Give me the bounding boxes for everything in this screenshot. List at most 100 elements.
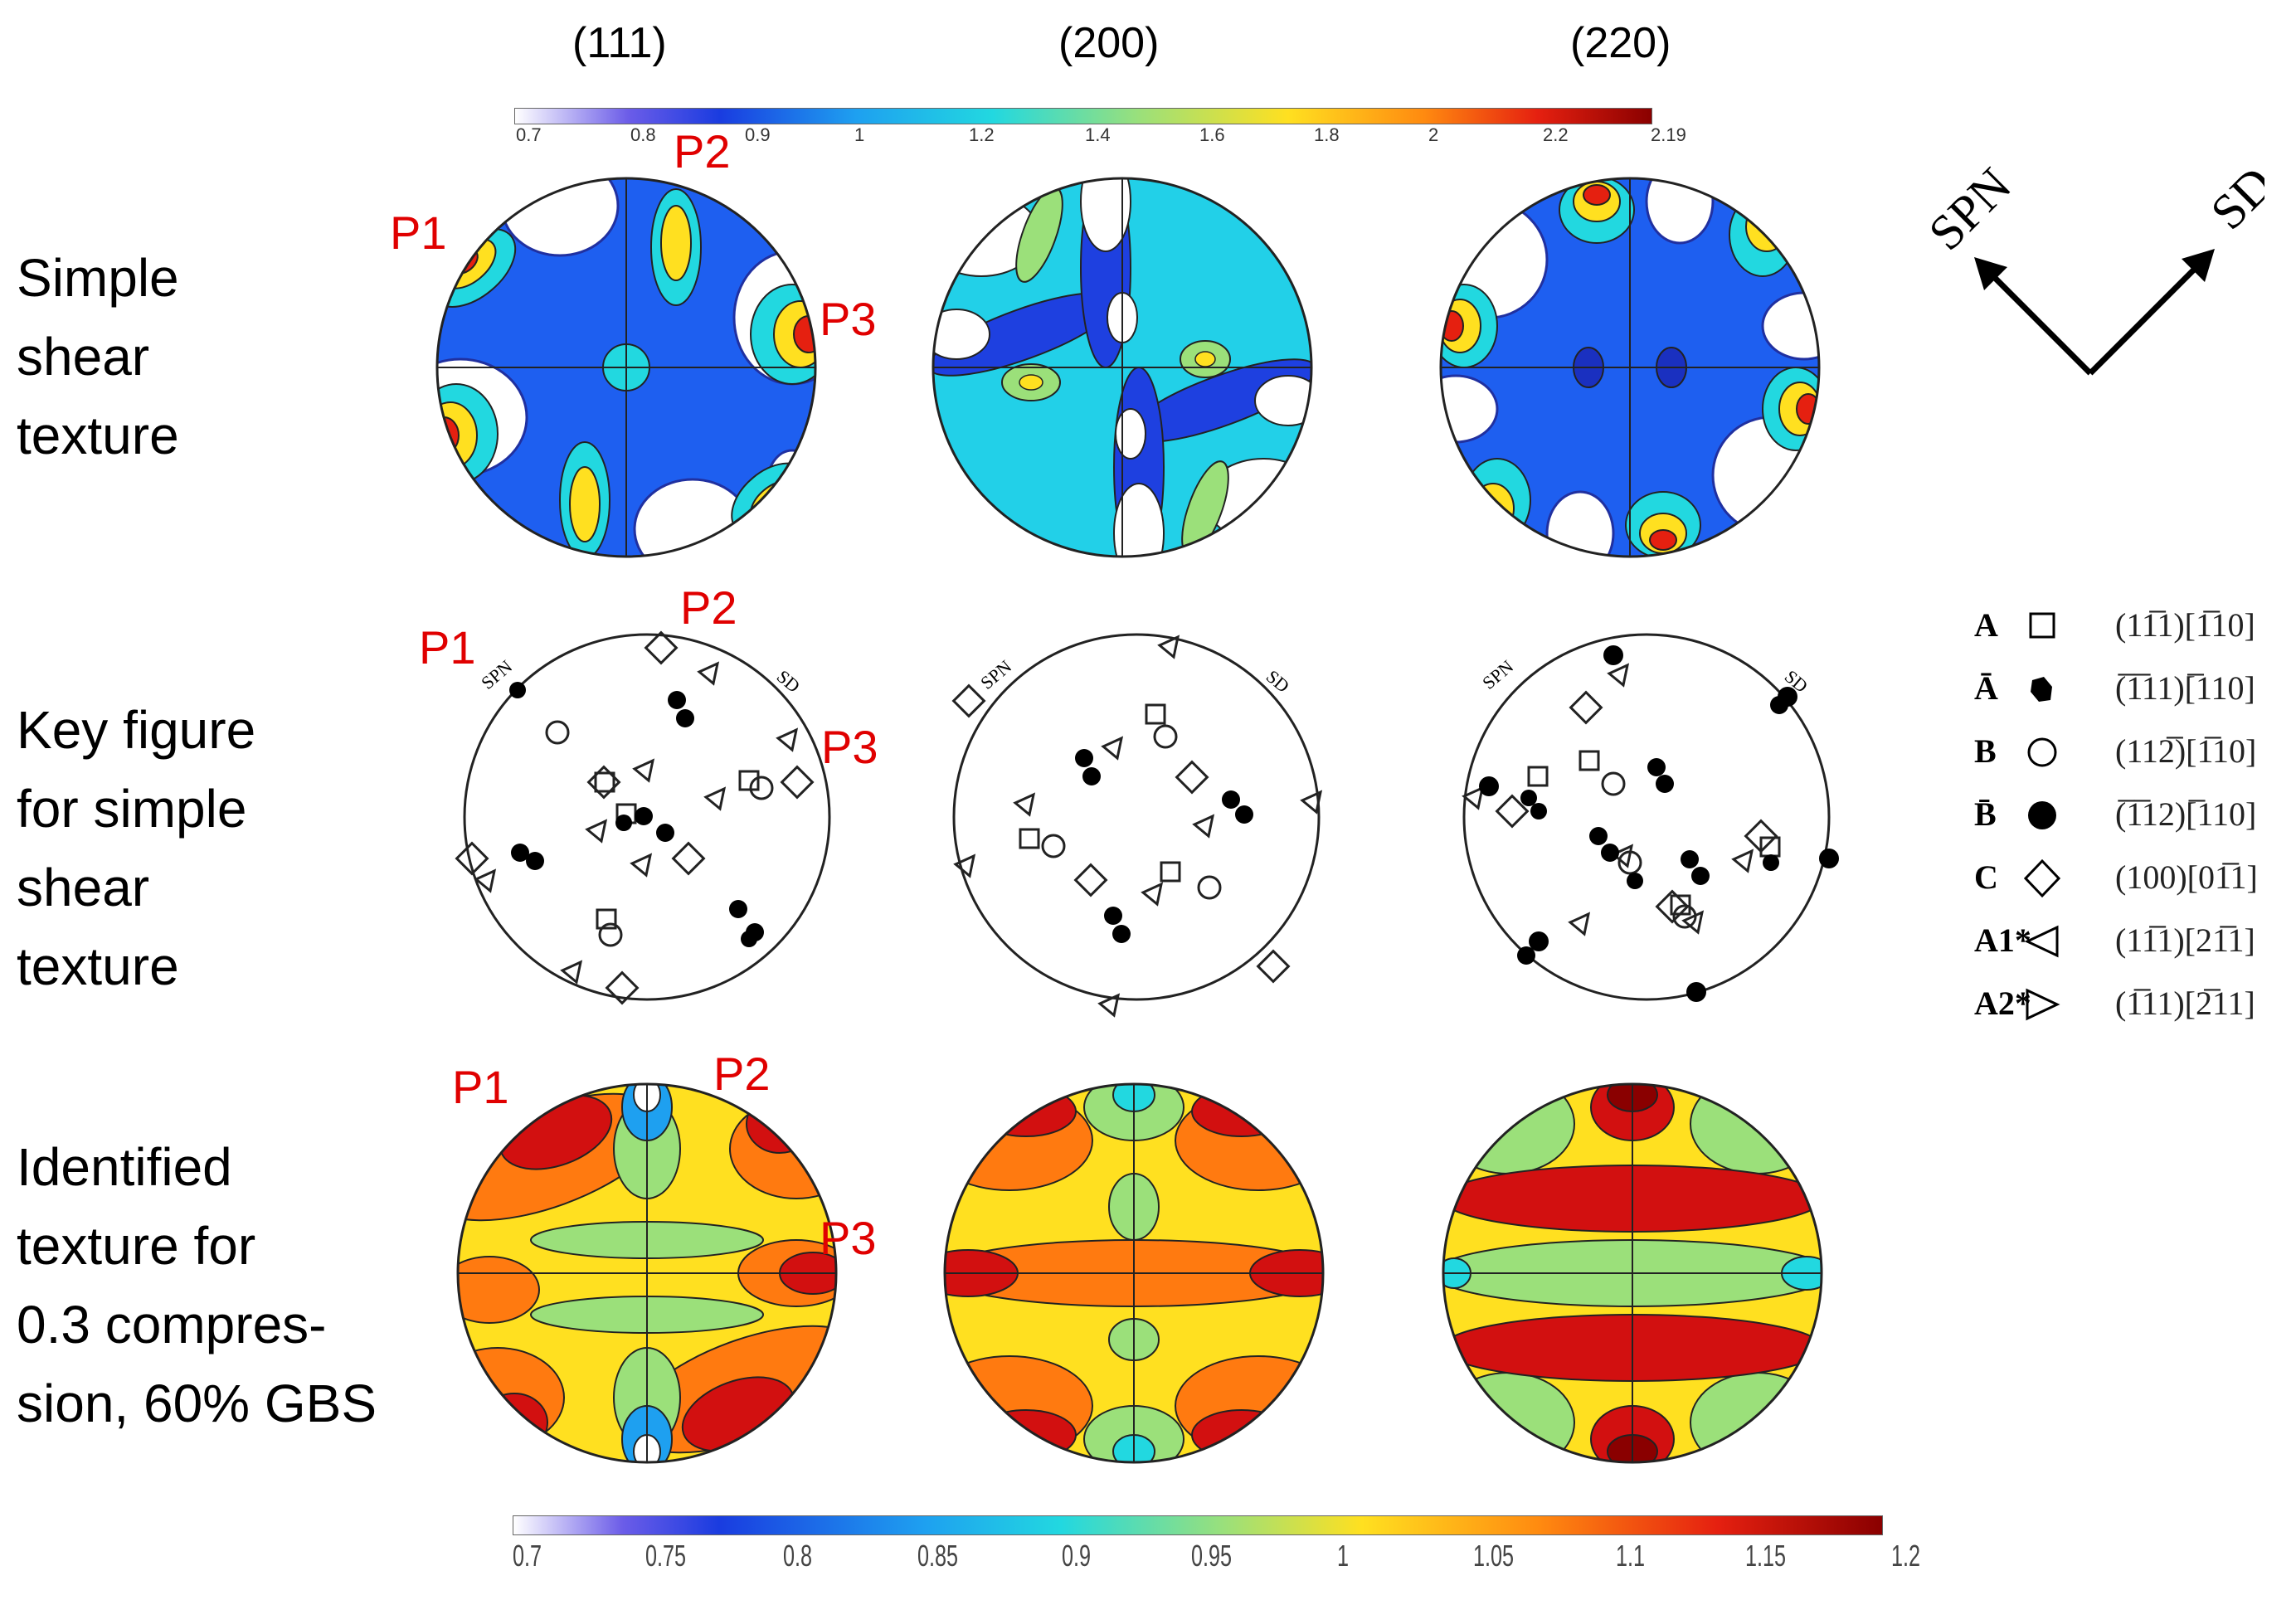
bottom-tick: 0.9 <box>1062 1539 1092 1573</box>
peak-label-p3: P3 <box>820 1212 877 1264</box>
pole-figure-220-shear <box>1439 177 1821 558</box>
key-spn-label: SPN <box>1478 656 1517 693</box>
row-label-line: shear <box>17 858 150 917</box>
square-open-icon <box>2029 612 2055 639</box>
bottom-tick: 0.95 <box>1191 1539 1233 1573</box>
bottom-tick: 1.05 <box>1473 1539 1515 1573</box>
legend-item: Ā (̅1̅11)[̅110] <box>1974 669 2289 718</box>
top-tick: 2 <box>1428 124 1439 145</box>
key-figure-200: SPN SD <box>951 633 1323 1018</box>
top-tick: 0.9 <box>745 124 771 145</box>
top-tick: 1 <box>854 124 865 145</box>
row-label-line: shear <box>17 327 150 387</box>
bottom-tick: 0.75 <box>645 1539 687 1573</box>
row-label-line: Key figure <box>17 700 256 760</box>
row-label-line: texture <box>17 406 179 465</box>
circle-filled-icon <box>2028 801 2056 829</box>
row-label-line: Simple <box>17 248 179 308</box>
bottom-colorbar-ticks: 0.7 0.75 0.8 0.85 0.9 0.95 1 1.05 1.1 1.… <box>513 1539 1923 1580</box>
row-label-line: for simple <box>17 779 247 839</box>
triangle-left-icon <box>2024 925 2059 958</box>
row-label-key-figure: Key figure for simple shear texture <box>17 691 255 1006</box>
bottom-tick: 0.7 <box>513 1539 542 1573</box>
legend-item: A1* (11̅1)[21̅1] <box>1974 921 2289 970</box>
key-figure-111: SPN SD <box>455 630 831 1005</box>
top-tick: 1.2 <box>969 124 995 145</box>
legend-key: A2* <box>1974 985 2031 1022</box>
legend-key: A <box>1974 606 1998 644</box>
axes-diagram: SPN SD <box>1919 166 2264 376</box>
legend-miller: (11̅1)[1̅10] <box>2115 606 2255 644</box>
legend-miller: (̅1̅11)[̅110] <box>2115 669 2255 707</box>
pole-figure-200-identified <box>943 1082 1325 1464</box>
diamond-open-icon <box>2024 858 2060 898</box>
top-tick: 1.4 <box>1085 124 1111 145</box>
pole-figure-220-identified <box>1442 1082 1823 1464</box>
spn-arrow <box>1985 268 2093 376</box>
pole-figure-200-shear <box>932 177 1313 558</box>
peak-label-p1: P1 <box>452 1061 509 1113</box>
bottom-tick: 0.85 <box>917 1539 959 1573</box>
legend-miller: (112̅)[1̅10] <box>2115 732 2257 770</box>
bottom-tick: 1.2 <box>1891 1539 1921 1573</box>
bottom-tick: 1.15 <box>1745 1539 1787 1573</box>
column-title-200: (200) <box>1058 19 1160 67</box>
sd-arrowhead <box>2182 249 2215 282</box>
row-label-line: 0.3 compres- <box>17 1295 327 1354</box>
triangle-right-icon <box>2026 988 2060 1021</box>
legend-key: Ā <box>1974 669 1998 707</box>
top-tick: 0.8 <box>630 124 656 145</box>
legend-item: C (100)[01̅1] <box>1974 858 2289 907</box>
legend-miller: (̅1̅12)[̅110] <box>2115 795 2257 833</box>
key-sd-label: SD <box>773 666 805 697</box>
key-spn-label: SPN <box>976 656 1015 693</box>
bottom-tick: 0.8 <box>783 1539 813 1573</box>
peak-label-p3: P3 <box>821 721 878 773</box>
top-colorbar-ticks: 0.7 0.8 0.9 1 1.2 1.4 1.6 1.8 2 2.2 2.19 <box>514 124 1692 146</box>
peak-label-p3: P3 <box>820 293 877 345</box>
legend-key: A1* <box>1974 922 2031 959</box>
column-title-111: (111) <box>572 19 667 67</box>
bottom-tick: 1 <box>1337 1539 1350 1573</box>
top-tick: 0.7 <box>516 124 542 145</box>
key-sd-label: SD <box>1262 666 1294 697</box>
row-label-simple-shear: Simple shear texture <box>17 239 179 475</box>
spn-arrowhead <box>1974 257 2007 290</box>
row-label-identified: Identified texture for 0.3 compres- sion… <box>17 1128 377 1443</box>
legend-item: B (112̅)[1̅10] <box>1974 732 2289 781</box>
top-colorbar <box>514 108 1652 124</box>
bottom-colorbar <box>513 1515 1883 1535</box>
row-label-line: Identified <box>17 1137 232 1197</box>
legend-miller: (11̅1)[21̅1] <box>2115 922 2255 959</box>
sd-arrow <box>2088 260 2204 376</box>
top-tick: 2.19 <box>1651 124 1686 145</box>
legend-key: C <box>1974 858 1998 896</box>
spn-label: SPN <box>1919 166 2022 260</box>
legend-key: B <box>1974 732 1997 770</box>
peak-label-p2: P2 <box>713 1048 771 1100</box>
row-label-line: texture for <box>17 1216 256 1276</box>
circle-open-icon <box>2027 737 2057 767</box>
pole-figure-111-shear <box>435 177 817 558</box>
peak-label-p1: P1 <box>390 207 447 259</box>
row-label-line: texture <box>17 936 179 996</box>
legend-item: A2* (1̅11)[2̅11] <box>1974 984 2289 1033</box>
peak-label-p2: P2 <box>674 125 731 178</box>
hex-filled-icon <box>2031 677 2052 702</box>
peak-label-p2: P2 <box>680 581 737 634</box>
top-tick: 1.6 <box>1199 124 1225 145</box>
bottom-tick: 1.1 <box>1616 1539 1646 1573</box>
legend-item: A (11̅1)[1̅10] <box>1974 605 2289 655</box>
peak-label-p1: P1 <box>419 621 476 674</box>
legend-item: B̄ (̅1̅12)[̅110] <box>1974 795 2289 844</box>
legend-miller: (1̅11)[2̅11] <box>2115 985 2255 1022</box>
row-label-line: sion, 60% GBS <box>17 1374 377 1433</box>
top-tick: 2.2 <box>1543 124 1569 145</box>
column-title-220: (220) <box>1570 19 1671 67</box>
key-figure-220: SPN SD <box>1462 633 1839 1002</box>
top-tick: 1.8 <box>1314 124 1340 145</box>
legend-miller: (100)[01̅1] <box>2115 858 2258 896</box>
sd-label: SD <box>2201 166 2264 240</box>
legend-key: B̄ <box>1974 795 1997 833</box>
pole-figure-111-identified <box>456 1082 838 1464</box>
